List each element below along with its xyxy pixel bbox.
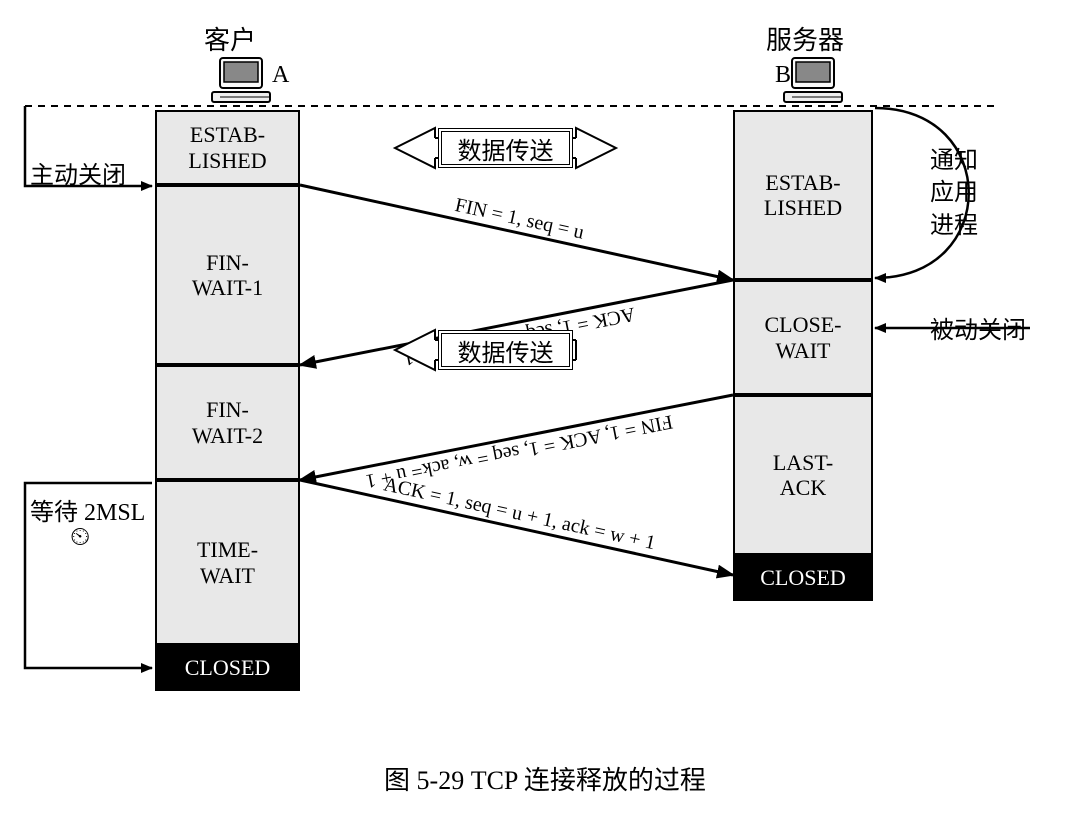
state-close-wait: CLOSE- WAIT xyxy=(733,280,873,395)
label-b: B xyxy=(775,62,791,89)
state-closed-client: CLOSED xyxy=(155,645,300,691)
state-time-wait: TIME- WAIT xyxy=(155,480,300,645)
client-header: 客户 xyxy=(170,20,290,57)
active-close-label: 主动关闭 xyxy=(30,155,126,190)
state-fin-wait-2: FIN- WAIT-2 xyxy=(155,365,300,480)
msg-arrow-fin1 xyxy=(300,185,733,280)
state-fin-wait-1: FIN- WAIT-1 xyxy=(155,185,300,365)
msg-arrow-ack2 xyxy=(300,480,733,575)
msg-label-ack2: ACK = 1, seq = u + 1, ack = w + 1 xyxy=(382,473,658,554)
data-transfer-banner-top: 数据传送 xyxy=(438,128,573,168)
label-a: A xyxy=(272,62,289,89)
notify-app-label: 通知 应用 进程 xyxy=(930,145,978,242)
msg-arrow-fin2 xyxy=(300,395,733,480)
client-computer-icon xyxy=(212,58,270,102)
state-last-ack: LAST- ACK xyxy=(733,395,873,555)
state-closed-server: CLOSED xyxy=(733,555,873,601)
passive-close-label: 被动关闭 xyxy=(930,310,1026,345)
data-transfer-banner-middle: 数据传送 xyxy=(438,330,573,370)
server-header: 服务器 xyxy=(740,20,870,57)
figure-caption: 图 5-29 TCP 连接释放的过程 xyxy=(0,760,1090,797)
clock-icon: ⏲ xyxy=(70,522,90,553)
msg-label-fin1: FIN = 1, seq = u xyxy=(453,194,586,244)
state-established: ESTAB- LISHED xyxy=(155,110,300,185)
state-established-r: ESTAB- LISHED xyxy=(733,110,873,280)
server-computer-icon xyxy=(784,58,842,102)
